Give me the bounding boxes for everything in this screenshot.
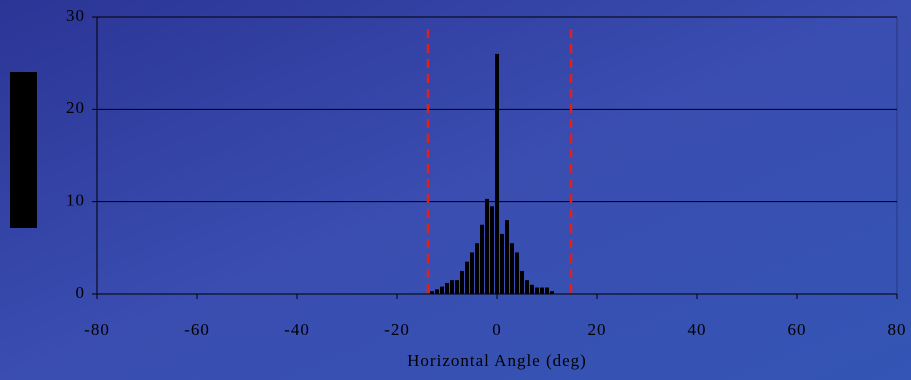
bar xyxy=(515,252,519,294)
y-tick-label: 0 xyxy=(76,283,86,302)
chart: Horizontal Angle (deg) 0 10 20 30 -80 -60 -40 -… xyxy=(0,0,911,380)
bar xyxy=(500,234,504,294)
y-tick-label: 20 xyxy=(66,98,85,117)
y-tick-label: 10 xyxy=(66,191,85,210)
bar xyxy=(550,291,554,294)
bar xyxy=(480,225,484,294)
x-tick-label: 40 xyxy=(688,320,707,339)
bar xyxy=(485,199,489,294)
x-tick-label: 60 xyxy=(788,320,807,339)
x-tick-label: -60 xyxy=(184,320,210,339)
x-axis-label: Horizontal Angle (deg) xyxy=(407,351,587,370)
x-tick-label: 80 xyxy=(888,320,907,339)
y-tick-label: 30 xyxy=(66,6,85,25)
bar xyxy=(535,288,539,294)
x-tick-label: -80 xyxy=(84,320,110,339)
bar xyxy=(525,280,529,294)
bar xyxy=(475,243,479,294)
x-tick-label: 0 xyxy=(492,320,502,339)
bar xyxy=(460,271,464,294)
background xyxy=(0,0,911,380)
bar xyxy=(495,54,499,294)
bar xyxy=(470,252,474,294)
bar xyxy=(445,283,449,294)
x-tick-label: 20 xyxy=(588,320,607,339)
bar xyxy=(430,291,434,294)
bar xyxy=(520,271,524,294)
bar xyxy=(440,287,444,294)
bar xyxy=(435,289,439,294)
x-tick-label: -40 xyxy=(284,320,310,339)
bar xyxy=(510,243,514,294)
bar xyxy=(505,220,509,294)
bar xyxy=(455,280,459,294)
bar xyxy=(465,262,469,294)
bar xyxy=(450,280,454,294)
bar xyxy=(540,288,544,294)
page: Horizontal Angle (deg) 0 10 20 30 -80 -60 -40 -… xyxy=(0,0,911,380)
y-axis-label-block xyxy=(10,72,37,228)
bar xyxy=(530,285,534,294)
bar xyxy=(490,206,494,294)
x-tick-label: -20 xyxy=(384,320,410,339)
bar xyxy=(545,288,549,294)
